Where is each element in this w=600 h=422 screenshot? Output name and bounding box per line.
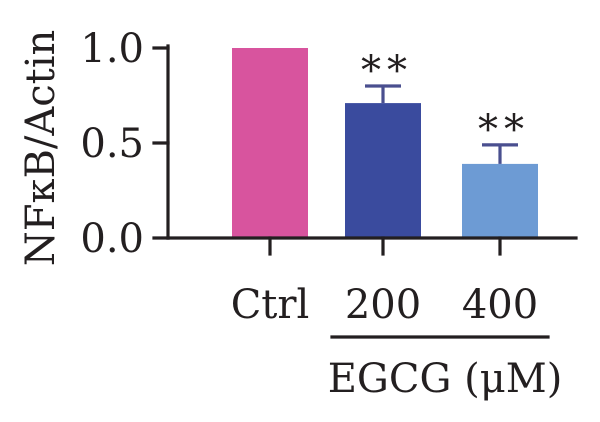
group-label: EGCG (μM) (328, 356, 563, 402)
y-tick-label: 0.0 (80, 216, 144, 262)
bar-Ctrl (232, 48, 308, 238)
bar-chart: NFκB/Actin 0.0 0.5 1.0 ** ** Ctrl 200 400 EGC… (0, 0, 600, 422)
x-axis-categories: Ctrl 200 400 (231, 282, 538, 328)
x-tick-label: Ctrl (231, 282, 310, 328)
y-axis-ticks: 0.0 0.5 1.0 (80, 26, 144, 262)
x-tick-label: 200 (345, 282, 421, 328)
significance-marker: ** (478, 107, 530, 153)
y-axis-label: NFκB/Actin (18, 30, 64, 267)
significance-marker: ** (361, 48, 413, 94)
x-tick-label: 400 (462, 282, 538, 328)
y-tick-label: 0.5 (80, 121, 144, 167)
y-tick-label: 1.0 (80, 26, 144, 72)
bar-200 (345, 103, 421, 238)
bar-400 (462, 164, 538, 238)
